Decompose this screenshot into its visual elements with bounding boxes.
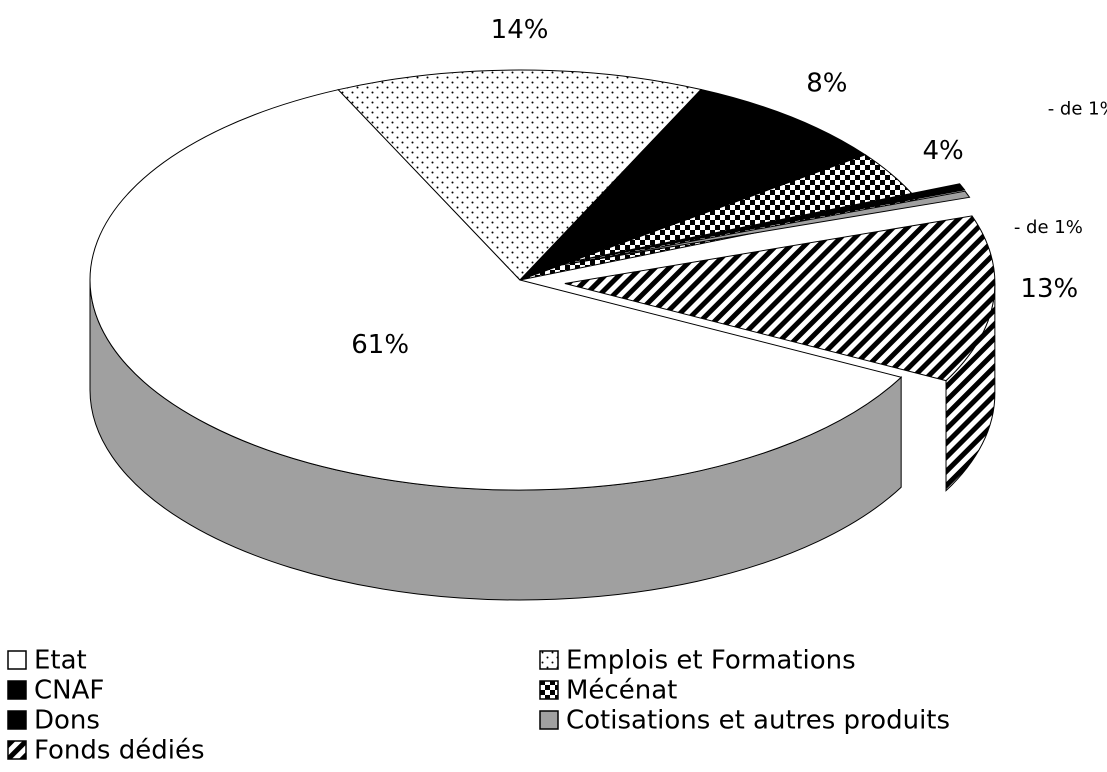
legend-label: Emplois et Formations [566, 646, 856, 676]
legend-label: CNAF [34, 676, 104, 706]
legend-swatch [539, 680, 559, 700]
data-label: - de 1% [1014, 217, 1083, 238]
legend-swatch [7, 710, 27, 730]
legend-label: Dons [34, 706, 100, 736]
legend-swatch [539, 650, 559, 670]
legend-label: Mécénat [566, 676, 677, 706]
legend-swatch [539, 710, 559, 730]
data-label: - de 1% [1048, 98, 1107, 119]
legend-swatch [7, 650, 27, 670]
data-label: 13% [1020, 274, 1078, 304]
slice [519, 88, 867, 281]
slice [337, 69, 703, 281]
slice [562, 190, 971, 266]
legend-swatch [7, 680, 27, 700]
legend-label: Cotisations et autres produits [566, 706, 950, 736]
data-label: 8% [806, 68, 847, 98]
slice [564, 215, 996, 382]
data-label: 4% [922, 136, 963, 166]
data-label: 61% [351, 330, 409, 360]
legend-label: Etat [34, 646, 87, 676]
data-label: 14% [491, 15, 549, 45]
legend-label: Fonds dédiés [34, 736, 205, 766]
legend-swatch [7, 740, 27, 760]
slice [89, 89, 903, 491]
slice [561, 183, 966, 265]
